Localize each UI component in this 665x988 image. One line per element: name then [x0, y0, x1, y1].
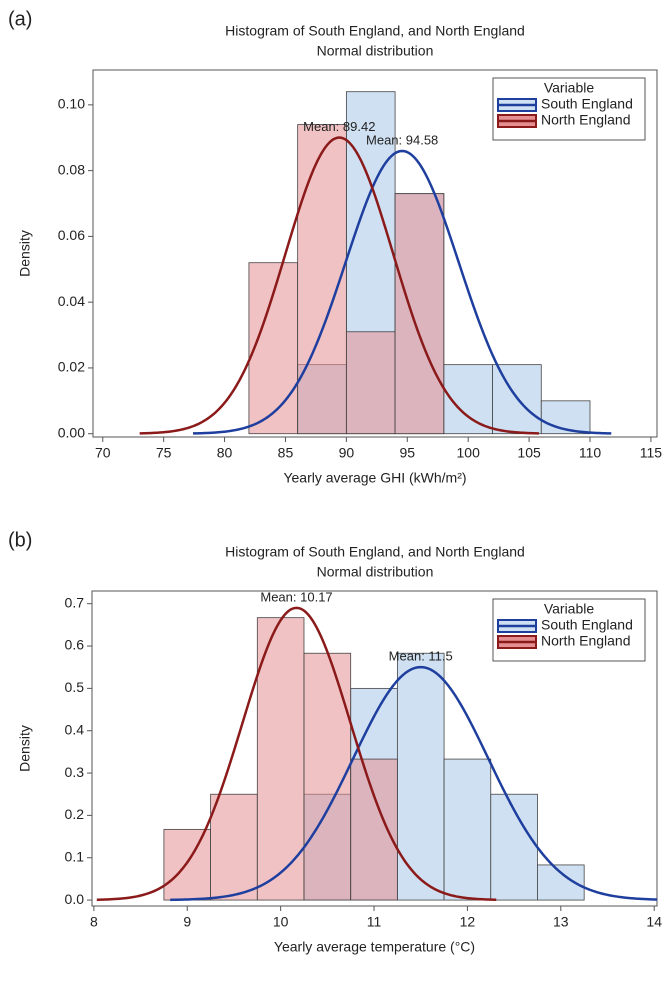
x-tick-label: 10 — [273, 914, 289, 930]
normal-curve — [139, 136, 540, 435]
x-tick-label: 70 — [95, 445, 111, 461]
x-axis-label: Yearly average GHI (kWh/m²) — [283, 470, 466, 486]
y-tick-label: 0.6 — [65, 637, 85, 653]
legend-label: South England — [541, 617, 633, 633]
normal-curve — [170, 665, 657, 902]
x-tick-label: 110 — [579, 445, 602, 461]
mean-label: Mean: 94.58 — [366, 132, 438, 147]
normal-curve — [96, 606, 497, 902]
x-tick-label: 13 — [553, 914, 569, 930]
x-tick-label: 12 — [460, 914, 476, 930]
normal-curve — [193, 149, 612, 435]
y-axis-label: Density — [17, 230, 33, 277]
y-tick-label: 0.2 — [65, 806, 85, 822]
y-tick-label: 0.06 — [58, 227, 85, 243]
mean-label: Mean: 11.5 — [389, 649, 453, 664]
panel-label: (a) — [8, 8, 32, 30]
histogram-bar — [256, 617, 305, 901]
x-tick-label: 14 — [646, 914, 662, 930]
y-tick-label: 0.00 — [58, 424, 85, 440]
x-tick-label: 11 — [367, 914, 382, 930]
x-tick-label: 75 — [156, 445, 172, 461]
y-tick-label: 0.04 — [58, 293, 85, 309]
y-tick-label: 0.02 — [58, 359, 85, 375]
x-tick-label: 115 — [640, 445, 663, 461]
legend-label: North England — [541, 112, 631, 128]
y-tick-label: 0.10 — [58, 96, 85, 112]
legend-title: Variable — [544, 601, 595, 617]
y-tick-label: 0.7 — [65, 594, 85, 610]
histogram-bar — [248, 262, 299, 435]
x-tick-label: 80 — [217, 445, 233, 461]
mean-label: Mean: 89.42 — [303, 119, 375, 134]
x-tick-label: 9 — [183, 914, 191, 930]
histogram-bar — [394, 193, 445, 435]
histogram-bar — [443, 758, 492, 901]
histogram-bar — [297, 124, 347, 435]
x-tick-label: 95 — [399, 445, 415, 461]
y-tick-label: 0.5 — [65, 679, 85, 695]
chart-title: Histogram of South England, and North En… — [225, 23, 525, 39]
y-tick-label: 0.08 — [58, 161, 85, 177]
chart-subtitle: Normal distribution — [317, 564, 434, 580]
histogram-bar — [210, 793, 258, 901]
histogram-bar — [396, 652, 445, 901]
x-tick-label: 105 — [517, 445, 541, 461]
x-axis-label: Yearly average temperature (°C) — [274, 939, 475, 955]
y-tick-label: 0.0 — [65, 891, 85, 907]
x-tick-label: 100 — [457, 445, 481, 461]
chart-subtitle: Normal distribution — [317, 43, 434, 59]
y-tick-label: 0.4 — [65, 721, 85, 737]
legend-title: Variable — [544, 80, 595, 96]
legend-label: South England — [541, 96, 633, 112]
mean-label: Mean: 10.17 — [260, 589, 332, 604]
legend-label: North England — [541, 633, 631, 649]
chart-title: Histogram of South England, and North En… — [225, 544, 525, 560]
histogram-bar — [163, 828, 212, 901]
x-tick-label: 85 — [278, 445, 294, 461]
histogram-bar — [345, 331, 396, 435]
y-axis-label: Density — [17, 725, 33, 772]
histogram-bar — [350, 758, 398, 901]
y-tick-label: 0.1 — [65, 848, 85, 864]
plot-frame — [92, 69, 658, 438]
x-tick-label: 90 — [339, 445, 355, 461]
panel-label: (b) — [8, 529, 32, 551]
y-tick-label: 0.3 — [65, 764, 85, 780]
x-tick-label: 8 — [90, 914, 98, 930]
